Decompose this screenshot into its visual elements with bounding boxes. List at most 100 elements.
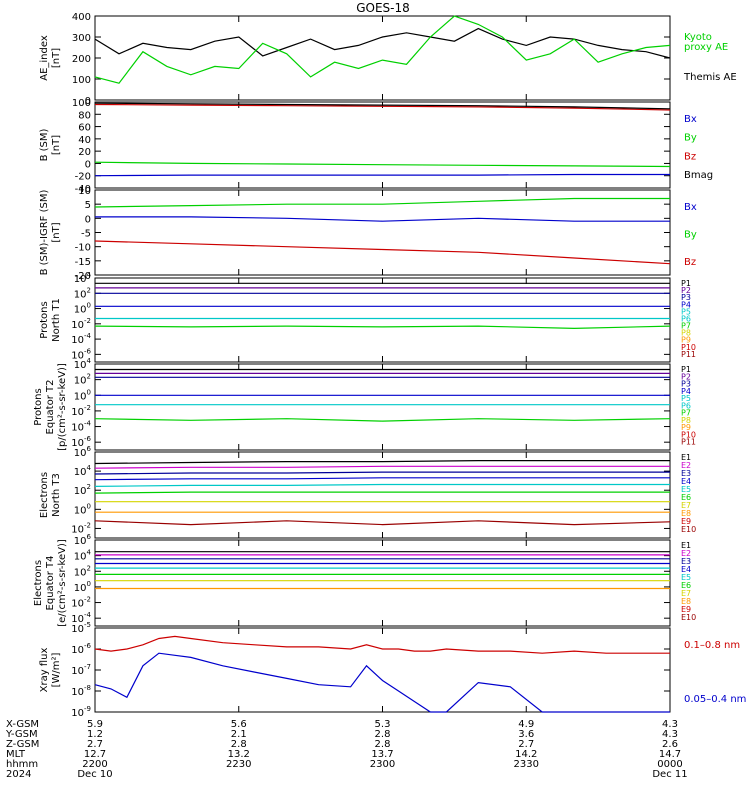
- y-tick-label: -5: [81, 229, 91, 240]
- channel-label: P5: [681, 394, 691, 403]
- y-tick-label: 106: [74, 533, 92, 547]
- legend-label: Bz: [684, 257, 696, 268]
- legend-label: By: [684, 230, 697, 241]
- y-tick-label: 60: [78, 123, 91, 134]
- y-tick-label: 10: [78, 186, 91, 197]
- y-tick-exponent: 2: [87, 286, 91, 294]
- y-axis-label: Electrons: [39, 472, 50, 518]
- x-axis-value: 3.6: [518, 729, 534, 740]
- channel-label: P3: [681, 293, 691, 302]
- y-tick-label: 5: [85, 200, 91, 211]
- series-line: [94, 27, 671, 59]
- channel-label: E4: [681, 565, 691, 574]
- y-tick-label: 104: [74, 549, 92, 563]
- x-axis-row-label: MLT: [6, 749, 26, 760]
- channel-label: P6: [681, 314, 691, 323]
- y-tick-exponent: 2: [87, 373, 91, 381]
- y-tick-label: 10-2: [71, 317, 91, 331]
- y-axis-label: North T1: [51, 298, 62, 342]
- y-tick-label: 102: [74, 286, 91, 300]
- y-tick-label: 102: [74, 483, 91, 497]
- channel-label: P4: [681, 387, 691, 396]
- y-tick-exponent: 2: [87, 483, 91, 491]
- y-tick-label: 200: [72, 54, 91, 65]
- y-tick-label: 40: [78, 135, 91, 146]
- channel-label: E1: [681, 541, 691, 550]
- y-tick-label: -20: [75, 172, 91, 183]
- y-tick-exponent: -2: [84, 521, 91, 529]
- x-axis-value: 4.3: [662, 719, 678, 730]
- y-tick-exponent: -7: [84, 663, 91, 671]
- channel-label: P4: [681, 300, 691, 309]
- y-tick-exponent: -4: [84, 420, 92, 428]
- y-tick-label: 10-8: [71, 684, 91, 698]
- channel-label: E10: [681, 525, 696, 534]
- channel-label: P11: [681, 350, 696, 359]
- y-tick-exponent: -6: [84, 642, 92, 650]
- x-axis-row-label: X-GSM: [6, 719, 39, 730]
- y-tick-label: 10-5: [71, 621, 91, 635]
- y-axis-label: B (SM): [39, 128, 50, 161]
- y-tick-label: 100: [72, 98, 91, 109]
- y-tick-label: 10-7: [71, 663, 91, 677]
- x-axis-row-label: hhmm: [6, 759, 38, 770]
- y-tick-label: 102: [74, 373, 91, 387]
- legend-label: 0.1–0.8 nm: [684, 640, 740, 651]
- y-tick-exponent: 0: [87, 502, 91, 510]
- channel-label: P8: [681, 416, 691, 425]
- channel-label: E3: [681, 557, 691, 566]
- y-tick-label: 106: [74, 445, 92, 459]
- channel-label: P2: [681, 372, 691, 381]
- series-line: [94, 460, 670, 465]
- series-line: [94, 477, 670, 481]
- y-tick-label: -10: [75, 243, 91, 254]
- series-line: [94, 173, 670, 177]
- y-tick-label: 100: [72, 75, 91, 86]
- channel-label: P10: [681, 343, 696, 352]
- y-tick-exponent: -2: [84, 596, 91, 604]
- channel-label: E3: [681, 469, 691, 478]
- x-axis-value: 2.8: [375, 739, 391, 750]
- legend-label: Bx: [684, 202, 697, 213]
- x-axis-value: 2330: [514, 759, 539, 770]
- series-line: [94, 465, 670, 469]
- y-tick-exponent: 0: [87, 388, 91, 396]
- x-axis-value: 2.7: [87, 739, 103, 750]
- y-tick-label: 0: [85, 159, 91, 170]
- series-line: [94, 520, 671, 526]
- panel-frame: [94, 277, 671, 363]
- channel-label: P10: [681, 430, 696, 439]
- channel-label: E5: [681, 485, 691, 494]
- series-line: [94, 15, 671, 84]
- channel-label: P3: [681, 380, 691, 389]
- x-axis-value: 2.6: [662, 739, 678, 750]
- x-axis-table: X-GSM 5.9 5.6 5.3 4.9 4.3Y-GSM 1.2 2.1 2.8 3.6 4.3…: [5, 719, 688, 780]
- y-tick-exponent: 0: [87, 302, 91, 310]
- x-axis-value: 12.7: [84, 749, 106, 760]
- series-line: [94, 197, 670, 208]
- panel-frame: [94, 539, 671, 627]
- y-tick-exponent: -2: [84, 404, 91, 412]
- channel-label: E6: [681, 493, 691, 502]
- y-axis-label: [e/(cm²-s-sr-keV)]: [57, 539, 68, 627]
- legend-label: Bz: [684, 151, 696, 162]
- x-axis-value: Dec 10: [77, 769, 112, 780]
- y-tick-label: 400: [72, 12, 91, 23]
- x-axis-value: 13.2: [228, 749, 250, 760]
- legend-label: Bx: [684, 114, 697, 125]
- y-axis-label: Equator T4: [45, 556, 56, 611]
- plot-title: GOES-18: [356, 1, 410, 15]
- y-tick-label: 10-9: [71, 705, 91, 719]
- x-axis-value: 2230: [226, 759, 251, 770]
- y-tick-exponent: 4: [87, 271, 92, 279]
- y-tick-label: 0: [85, 96, 91, 107]
- x-axis-row-label: Z-GSM: [6, 739, 39, 750]
- x-axis-value: 5.9: [87, 719, 103, 730]
- y-axis-label: North T3: [51, 473, 62, 517]
- y-tick-exponent: 4: [87, 464, 92, 472]
- y-tick-label: 20: [78, 147, 91, 158]
- channel-label: P7: [681, 409, 691, 418]
- x-axis-value: 2.8: [231, 739, 247, 750]
- channel-label: P9: [681, 423, 691, 432]
- series-line: [94, 161, 671, 168]
